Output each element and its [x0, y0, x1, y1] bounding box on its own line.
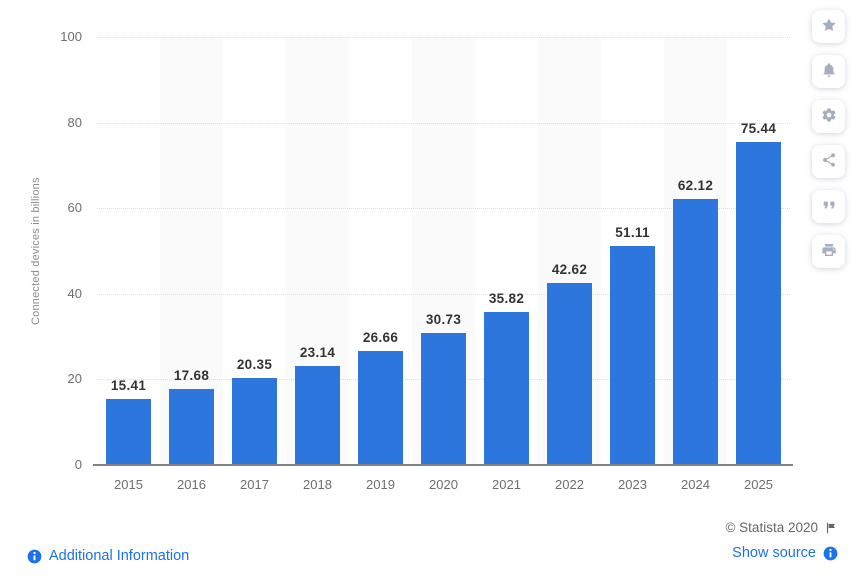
x-tick-label: 2024: [681, 477, 710, 492]
favorite-button[interactable]: [812, 10, 845, 43]
bar-2017[interactable]: [232, 377, 277, 465]
copyright-label: © Statista 2020: [725, 520, 818, 535]
bar-value-label: 26.66: [362, 329, 399, 345]
printer-icon: [821, 242, 837, 261]
info-icon: [27, 549, 42, 564]
bar-2018[interactable]: [295, 365, 340, 465]
x-tick-label: 2016: [177, 477, 206, 492]
x-tick-label: 2019: [366, 477, 395, 492]
show-source-link[interactable]: Show source: [732, 545, 838, 561]
bell-icon: [821, 62, 837, 81]
bar-2015[interactable]: [106, 399, 151, 465]
bar-value-label: 75.44: [740, 121, 777, 137]
x-tick-label: 2018: [303, 477, 332, 492]
y-tick-label: 0: [74, 457, 82, 472]
x-tick-label: 2017: [240, 477, 269, 492]
bar-2016[interactable]: [169, 389, 214, 465]
quote-icon: [821, 197, 837, 216]
bar-value-label: 23.14: [299, 344, 336, 360]
bar-2023[interactable]: [610, 246, 655, 465]
x-tick-label: 2015: [114, 477, 143, 492]
bar-value-label: 20.35: [236, 356, 273, 372]
bar-value-label: 15.41: [110, 378, 147, 394]
x-axis-line: [93, 464, 793, 466]
x-tick-label: 2020: [429, 477, 458, 492]
x-tick-label: 2022: [555, 477, 584, 492]
x-tick-label: 2025: [744, 477, 773, 492]
bar-value-label: 17.68: [173, 368, 210, 384]
settings-button[interactable]: [812, 100, 845, 133]
copyright: © Statista 2020: [725, 520, 838, 535]
footer-right: © Statista 2020 Show source: [725, 520, 838, 561]
y-tick-label: 100: [60, 29, 82, 44]
y-tick-label: 20: [67, 371, 82, 387]
info-icon: [823, 546, 838, 561]
bar-value-label: 62.12: [677, 178, 714, 194]
bar-2025[interactable]: [736, 142, 781, 465]
gridline: [97, 122, 790, 124]
star-icon: [821, 17, 837, 36]
x-tick-label: 2023: [618, 477, 647, 492]
print-button[interactable]: [812, 235, 845, 268]
x-tick-label: 2021: [492, 477, 521, 492]
bar-2019[interactable]: [358, 350, 403, 465]
bar-2021[interactable]: [484, 311, 529, 465]
y-tick-label: 40: [67, 285, 82, 301]
share-icon: [821, 152, 837, 171]
plot-area: 15.41 17.68 20.35 23.14 26.66 30.73 35.82 42.62…: [97, 37, 790, 465]
show-source-label: Show source: [732, 545, 816, 561]
gear-icon: [821, 107, 837, 126]
bar-value-label: 42.62: [551, 261, 588, 277]
gridline: [97, 37, 790, 38]
y-tick-label: 80: [67, 114, 82, 130]
bar-2020[interactable]: [421, 333, 466, 465]
flag-icon[interactable]: [824, 521, 838, 535]
toolbar: [812, 10, 845, 268]
share-button[interactable]: [812, 145, 845, 178]
bar-2022[interactable]: [547, 282, 592, 465]
notifications-button[interactable]: [812, 55, 845, 88]
gridline: [97, 208, 790, 210]
y-tick-label: 60: [67, 200, 82, 216]
cite-button[interactable]: [812, 190, 845, 223]
gridline: [97, 293, 790, 295]
bar-value-label: 30.73: [425, 312, 462, 328]
bar-value-label: 51.11: [615, 225, 650, 241]
additional-information-link[interactable]: Additional Information: [27, 548, 189, 564]
bar-2024[interactable]: [673, 199, 718, 465]
y-axis-title: Connected devices in billions: [30, 177, 42, 325]
bar-value-label: 35.82: [488, 290, 525, 306]
additional-information-label: Additional Information: [49, 548, 190, 564]
